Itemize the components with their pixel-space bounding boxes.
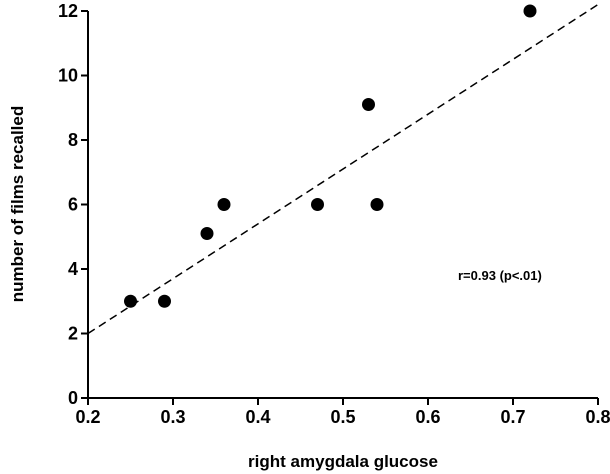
y-tick-label: 4 [68,259,78,279]
data-point [311,198,324,211]
y-tick-label: 10 [58,66,78,86]
x-ticks: 0.2 0.3 0.4 0.5 0.6 0.7 0.8 [75,398,610,427]
x-tick-label: 0.8 [585,407,610,427]
x-tick-label: 0.3 [160,407,185,427]
data-point [362,98,375,112]
y-tick-label: 2 [68,324,78,344]
regression-line [87,3,599,335]
y-axis-title: number of films recalled [8,106,27,303]
data-point [200,227,214,241]
data-point [124,294,137,308]
data-point [523,4,537,18]
y-tick-label: 8 [68,130,78,150]
y-ticks: 0 2 4 6 8 10 12 [58,1,88,408]
x-tick-label: 0.4 [245,407,270,427]
x-tick-label: 0.2 [75,407,100,427]
x-axis-title: right amygdala glucose [248,452,438,471]
x-tick-label: 0.6 [415,407,440,427]
y-tick-label: 12 [58,1,78,21]
y-tick-label: 0 [68,388,78,408]
correlation-annotation: r=0.93 (p<.01) [458,268,542,283]
data-point [158,294,171,308]
data-point [217,198,231,211]
data-point [370,198,384,211]
x-tick-label: 0.5 [330,407,355,427]
x-tick-label: 0.7 [500,407,525,427]
data-points [124,4,537,308]
y-tick-label: 6 [68,195,78,215]
